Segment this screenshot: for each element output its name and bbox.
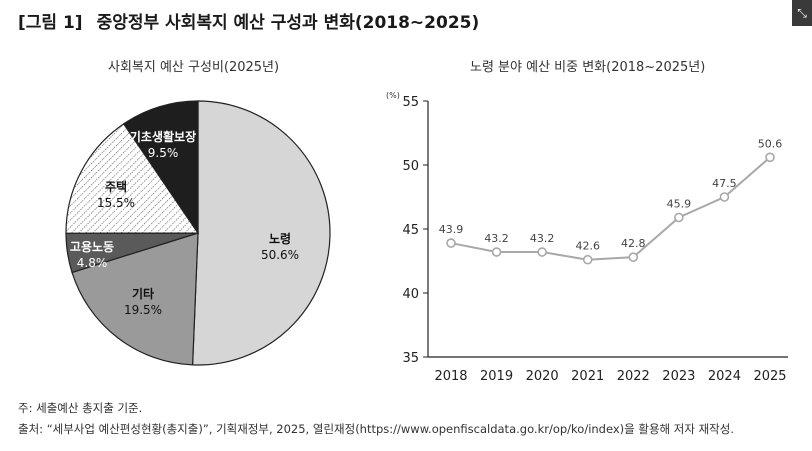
line-chart-title: 노령 분야 예산 비중 변화(2018~2025년): [470, 60, 706, 75]
x-tick-label: 2021: [571, 369, 604, 384]
x-tick-label: 2024: [708, 369, 741, 384]
x-tick-label: 2022: [617, 369, 650, 384]
pie-slice-label: 고용노동: [70, 239, 114, 254]
pie-slice-value: 50.6%: [261, 248, 299, 262]
data-label: 43.2: [530, 232, 555, 245]
x-tick-label: 2023: [662, 369, 695, 384]
series-line: [450, 156, 771, 261]
pie-slice-0: [191, 100, 331, 366]
y-tick-label: 55: [402, 95, 419, 110]
figure-tag: [그림 1]: [18, 13, 83, 33]
pie-slice-4: [122, 100, 199, 235]
figure-title-text: 중앙정부 사회복지 예산 구성과 변화(2018~2025): [96, 13, 480, 33]
pie-slice-value: 19.5%: [124, 303, 162, 317]
y-tick-label: 40: [402, 287, 419, 302]
pie-chart-title: 사회복지 예산 구성비(2025년): [108, 60, 280, 75]
pie-slice-label: 기타: [132, 286, 154, 301]
data-point: [628, 252, 639, 262]
data-point: [446, 238, 456, 248]
data-label: 43.2: [484, 232, 509, 245]
x-tick-label: 2025: [753, 369, 786, 384]
pie-slice-value: 9.5%: [148, 146, 179, 160]
data-point: [537, 247, 547, 257]
pie-slice-3: [65, 123, 200, 234]
y-axis-unit: (%): [386, 91, 400, 100]
data-point: [582, 254, 593, 265]
data-label: 42.8: [621, 237, 646, 250]
data-label: 50.6: [758, 137, 783, 150]
pie-slice-value: 4.8%: [77, 256, 108, 270]
line-chart: (%) 35 40 45 50 55 2018 2019 2020 2021 2022 2023 202…: [386, 91, 788, 384]
data-point: [491, 247, 502, 257]
x-tick-label: 2020: [526, 369, 559, 384]
expand-icon[interactable]: ⤡: [792, 0, 812, 26]
footnote: 주: 세출예산 총지출 기준.: [18, 401, 143, 415]
data-point: [719, 192, 730, 202]
y-tick-label: 45: [402, 223, 419, 238]
pie-slice-value: 15.5%: [97, 196, 135, 210]
y-tick-label: 50: [402, 159, 419, 174]
pie-slice-label: 주택: [105, 179, 127, 194]
data-label: 45.9: [667, 197, 692, 210]
data-label: 43.9: [439, 223, 464, 236]
pie-slice-label: 노령: [269, 232, 291, 246]
data-point: [674, 212, 684, 223]
data-label: 47.5: [712, 177, 737, 190]
x-tick-label: 2019: [480, 369, 513, 384]
pie-chart: 노령 50.6% 기타 19.5% 고용노동 4.8% 주택 15.5% 기초생활보장 9.5%: [65, 100, 331, 366]
pie-slice-label: 기초생활보장: [130, 129, 196, 144]
pie-slice-1: [71, 232, 199, 366]
source-note: 출처: “세부사업 예산편성현황(총지출)”, 기획재정부, 2025, 열린재…: [18, 422, 734, 436]
figure-title: [그림 1] 중앙정부 사회복지 예산 구성과 변화(2018~2025): [18, 8, 479, 33]
data-point: [765, 152, 775, 163]
x-tick-label: 2018: [434, 369, 467, 384]
data-label: 42.6: [575, 240, 600, 253]
y-tick-label: 35: [402, 351, 419, 366]
